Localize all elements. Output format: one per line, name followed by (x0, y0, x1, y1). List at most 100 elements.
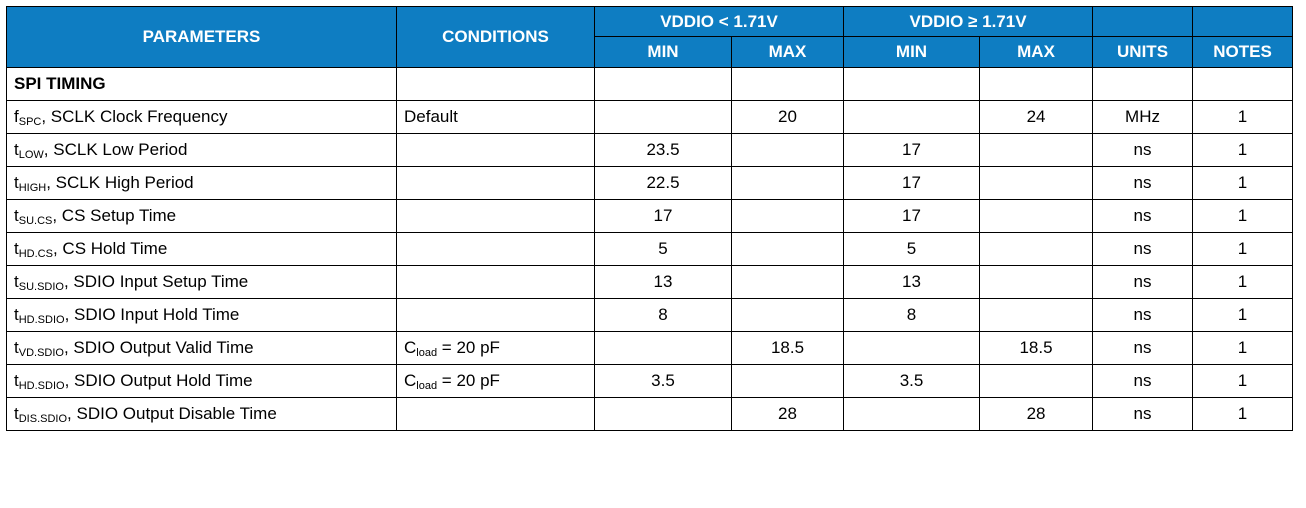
parameter-symbol: t (14, 140, 19, 159)
min-low-cell: 22.5 (594, 166, 732, 200)
condition-cell (396, 199, 595, 233)
parameter-cell: tLOW, SCLK Low Period (6, 133, 397, 167)
max-low-cell (730, 166, 845, 200)
units-cell: ns (1092, 364, 1194, 398)
parameter-subscript: HD.SDIO (18, 314, 65, 326)
notes-cell: 1 (1192, 199, 1294, 233)
parameter-description: , CS Hold Time (52, 239, 168, 258)
max-high-cell (979, 232, 1094, 266)
table-row: tHD.SDIO, SDIO Output Hold Time Cload = 2… (6, 364, 1294, 398)
max-high-cell: 18.5 (979, 331, 1094, 365)
parameter-symbol: t (14, 305, 19, 324)
min-high-cell: 17 (843, 166, 981, 200)
condition-cell (396, 298, 595, 332)
min-low-cell: 8 (594, 298, 732, 332)
spi-timing-table: PARAMETERS CONDITIONS VDDIO < 1.71V VDDI… (6, 6, 1294, 431)
max-low-cell (730, 298, 845, 332)
table-row: tSU.SDIO, SDIO Input Setup Time 13 13 ns 1 (6, 265, 1294, 299)
table-row: tSU.CS, CS Setup Time 17 17 ns 1 (6, 199, 1294, 233)
parameter-cell: tHD.CS, CS Hold Time (6, 232, 397, 266)
condition-cell (396, 397, 595, 431)
header-notes-spacer (1192, 6, 1294, 37)
max-low-cell (730, 232, 845, 266)
table-row: tLOW, SCLK Low Period 23.5 17 ns 1 (6, 133, 1294, 167)
table-row: fSPC, SCLK Clock Frequency Default 20 24 MHz… (6, 100, 1294, 134)
min-low-cell: 13 (594, 265, 732, 299)
notes-cell: 1 (1192, 232, 1294, 266)
parameter-symbol: f (14, 107, 19, 126)
condition-value: = 20 pF (437, 371, 500, 390)
parameter-symbol: t (14, 206, 19, 225)
section-cell (1192, 67, 1294, 101)
section-cell (843, 67, 981, 101)
parameter-cell: tHD.SDIO, SDIO Input Hold Time (6, 298, 397, 332)
min-high-cell: 8 (843, 298, 981, 332)
parameter-subscript: VD.SDIO (18, 347, 64, 359)
max-high-cell: 28 (979, 397, 1094, 431)
table-row: tHD.SDIO, SDIO Input Hold Time 8 8 ns 1 (6, 298, 1294, 332)
max-high-cell (979, 364, 1094, 398)
section-cell (1092, 67, 1194, 101)
min-high-cell (843, 397, 981, 431)
units-cell: ns (1092, 397, 1194, 431)
min-high-cell: 13 (843, 265, 981, 299)
parameter-description: , CS Setup Time (52, 206, 177, 225)
parameter-cell: tHD.SDIO, SDIO Output Hold Time (6, 364, 397, 398)
units-cell: ns (1092, 331, 1194, 365)
parameter-symbol: t (14, 239, 19, 258)
parameter-cell: tVD.SDIO, SDIO Output Valid Time (6, 331, 397, 365)
max-low-cell: 28 (730, 397, 845, 431)
min-high-cell: 5 (843, 232, 981, 266)
parameter-subscript: SPC (18, 116, 42, 128)
header-max-high: MAX (979, 36, 1094, 68)
parameter-subscript: LOW (18, 149, 44, 161)
condition-subscript: load (416, 347, 438, 359)
header-row-2: MIN MAX MIN MAX UNITS NOTES (7, 36, 1294, 68)
parameter-description: , SDIO Output Valid Time (63, 338, 254, 357)
condition-subscript: load (416, 380, 438, 392)
parameter-symbol: t (14, 371, 19, 390)
units-cell: ns (1092, 298, 1194, 332)
notes-cell: 1 (1192, 100, 1294, 134)
condition-cell (396, 133, 595, 167)
table-row: tHIGH, SCLK High Period 22.5 17 ns 1 (6, 166, 1294, 200)
min-high-cell (843, 331, 981, 365)
units-cell: ns (1092, 166, 1194, 200)
max-low-cell (730, 133, 845, 167)
max-low-cell: 18.5 (730, 331, 845, 365)
parameter-description: , SDIO Output Disable Time (67, 404, 277, 423)
table-row: tDIS.SDIO, SDIO Output Disable Time 28 28 n… (6, 397, 1294, 431)
header-min-high: MIN (843, 36, 981, 68)
parameter-symbol: t (14, 404, 19, 423)
min-low-cell (594, 100, 732, 134)
table-body: SPI TIMING fSPC, SCLK Clock Frequency Def… (6, 67, 1294, 431)
condition-cell: Cload = 20 pF (396, 364, 595, 398)
parameter-cell: tDIS.SDIO, SDIO Output Disable Time (6, 397, 397, 431)
min-low-cell: 3.5 (594, 364, 732, 398)
parameter-cell: tHIGH, SCLK High Period (6, 166, 397, 200)
condition-cell (396, 232, 595, 266)
notes-cell: 1 (1192, 133, 1294, 167)
parameter-subscript: SU.SDIO (18, 281, 64, 293)
units-cell: MHz (1092, 100, 1194, 134)
max-high-cell (979, 133, 1094, 167)
condition-cell (396, 265, 595, 299)
parameter-subscript: DIS.SDIO (18, 413, 68, 425)
parameter-description: , SDIO Input Hold Time (64, 305, 240, 324)
parameter-cell: tSU.SDIO, SDIO Input Setup Time (6, 265, 397, 299)
notes-cell: 1 (1192, 397, 1294, 431)
condition-cell: Default (396, 100, 595, 134)
header-parameters: PARAMETERS (6, 6, 397, 68)
table-header: PARAMETERS CONDITIONS VDDIO < 1.71V VDDI… (6, 6, 1294, 68)
header-notes: NOTES (1192, 36, 1294, 68)
parameter-subscript: HIGH (18, 182, 47, 194)
spi-timing-table-container: PARAMETERS CONDITIONS VDDIO < 1.71V VDDI… (6, 6, 1294, 431)
min-high-cell: 17 (843, 133, 981, 167)
section-title: SPI TIMING (6, 67, 397, 101)
header-max-low: MAX (730, 36, 845, 68)
min-high-cell: 17 (843, 199, 981, 233)
parameter-description: , SCLK Clock Frequency (41, 107, 228, 126)
condition-cell (396, 166, 595, 200)
max-low-cell: 20 (730, 100, 845, 134)
section-cell (730, 67, 845, 101)
